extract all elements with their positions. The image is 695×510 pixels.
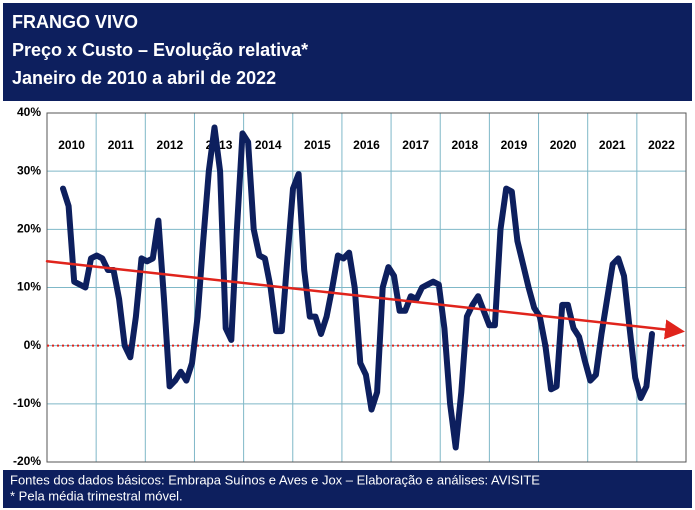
year-label: 2017	[402, 138, 429, 152]
line-series	[60, 124, 655, 451]
year-label: 2014	[255, 138, 282, 152]
year-label: 2012	[157, 138, 184, 152]
year-label: 2018	[451, 138, 478, 152]
chart-title: FRANGO VIVO	[12, 12, 138, 32]
trend-line	[45, 260, 685, 340]
y-tick-label: 0%	[24, 338, 42, 352]
year-label: 2019	[501, 138, 528, 152]
year-label: 2015	[304, 138, 331, 152]
header	[3, 3, 692, 101]
year-label: 2022	[648, 138, 675, 152]
y-tick-label: -10%	[13, 396, 41, 410]
footer	[3, 470, 692, 508]
y-tick-label: -20%	[13, 454, 41, 468]
plot-frame	[46, 112, 687, 463]
y-tick-label: 20%	[17, 222, 41, 236]
source: Fontes dos dados básicos: Embrapa Suínos…	[10, 472, 540, 487]
year-label: 2021	[599, 138, 626, 152]
year-label: 2011	[108, 138, 134, 152]
year-label: 2020	[550, 138, 577, 152]
period: Janeiro de 2010 a abril de 2022	[12, 68, 276, 88]
y-tick-label: 10%	[17, 280, 41, 294]
subtitle: Preço x Custo – Evolução relativa*	[12, 40, 308, 60]
note: * Pela média trimestral móvel.	[10, 488, 183, 503]
year-label: 2016	[353, 138, 380, 152]
y-tick-label: 40%	[17, 105, 41, 119]
y-tick-label: 30%	[17, 163, 41, 177]
year-label: 2010	[58, 138, 85, 152]
